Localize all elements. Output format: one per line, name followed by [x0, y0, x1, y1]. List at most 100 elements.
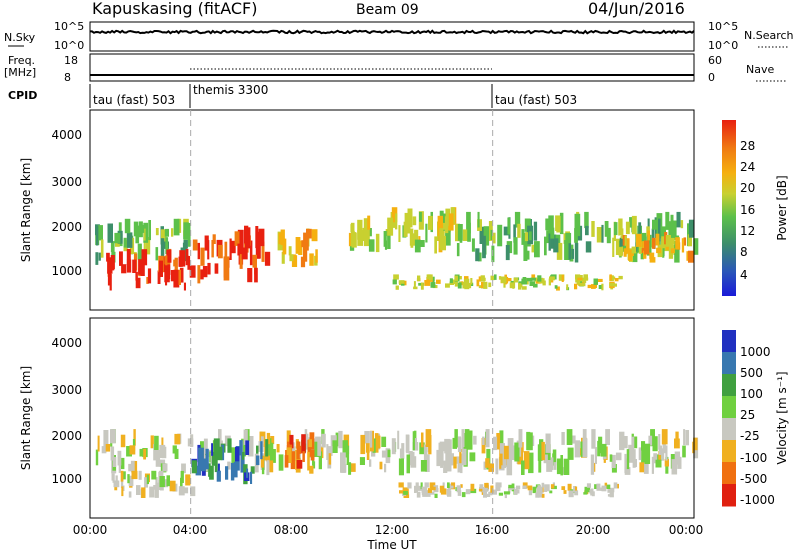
nave-tick-top-right: 60	[708, 54, 722, 67]
velocity-band-0-cell	[327, 446, 333, 456]
velocity-band-0-cell	[317, 441, 321, 456]
power-band-2-cell	[258, 228, 265, 247]
power-band-4-cell	[414, 229, 419, 246]
power-band-5-cell	[549, 276, 555, 281]
power-band-5-cell	[593, 278, 598, 285]
power-band-6-cell	[479, 226, 485, 244]
velocity-band-4-cell	[596, 483, 601, 491]
velocity-band-0-cell	[425, 454, 430, 472]
power-band-0-cell	[155, 247, 159, 261]
velocity-band-0-cell	[457, 462, 463, 473]
velocity-band-0-cell	[312, 456, 315, 466]
power-band-4-cell	[387, 217, 394, 236]
power-band-7-cell	[670, 237, 675, 245]
power-band-6-cell	[687, 234, 692, 247]
velocity-band-2-cell	[211, 443, 214, 456]
velocity-band-0-cell	[459, 449, 462, 464]
power-band-5-cell	[500, 276, 507, 284]
power-band-4-cell	[367, 215, 371, 230]
velocity-band-0-cell	[561, 432, 565, 445]
velocity-band-0-cell	[377, 435, 381, 449]
velocity-band-0-cell	[110, 429, 116, 444]
velocity-band-0-cell	[556, 458, 563, 475]
velocity-band-1-cell	[155, 477, 158, 487]
power-band-6-cell	[584, 211, 589, 229]
power-band-5-cell	[591, 284, 596, 289]
velocity-band-0-cell	[405, 434, 410, 453]
velocity-band-0-cell	[154, 435, 159, 450]
nave-label: Nave	[746, 63, 774, 76]
power-band-0-cell	[187, 223, 191, 240]
power-band-5-cell	[579, 278, 583, 286]
velocity-band-4-cell	[486, 482, 489, 489]
power-band-1-cell	[126, 248, 131, 265]
velocity-band-0-cell	[499, 430, 504, 449]
velocity-band-0-cell	[387, 449, 391, 458]
power-band-6-cell	[693, 238, 699, 255]
velocity-band-0-cell	[641, 441, 646, 451]
xtick-1600: 16:00	[475, 523, 510, 537]
velocity-band-0-cell	[134, 461, 138, 473]
power-band-5-cell	[426, 274, 431, 280]
power-band-0-cell	[155, 228, 159, 236]
power-band-4-cell	[395, 213, 398, 230]
velocity-band-0-cell	[408, 451, 413, 466]
velocity-band-0-cell	[406, 454, 410, 474]
power-band-2-cell	[192, 239, 198, 251]
power-band-6-cell	[564, 240, 570, 260]
velocity-band-4-cell	[549, 490, 553, 494]
power-band-3-cell	[278, 232, 281, 245]
power-band-5-cell	[436, 279, 441, 284]
velocity-band-0-cell	[506, 456, 513, 476]
power-band-3-cell	[303, 232, 309, 251]
velocity-band-1-cell	[129, 475, 133, 483]
power-band-3-cell	[291, 255, 298, 267]
power-band-6-cell	[545, 218, 549, 231]
velocity-band-4-cell	[589, 489, 592, 494]
power-band-6-cell	[619, 237, 624, 247]
velocity-band-1-cell	[122, 471, 126, 480]
power-band-0-cell	[164, 228, 169, 237]
velocity-band-0-cell	[538, 452, 542, 473]
power-band-5-cell	[449, 278, 453, 284]
power-band-5-cell	[432, 278, 435, 284]
velocity-band-4-cell	[607, 494, 612, 497]
power-band-6-cell	[596, 227, 603, 243]
velocity-band-0-cell	[118, 463, 121, 473]
velocity-band-4-cell	[456, 485, 461, 493]
velocity-band-0-cell	[132, 439, 136, 451]
power-band-5-cell	[522, 277, 527, 284]
velocity-band-0-cell	[590, 454, 595, 475]
power-band-4-cell	[439, 228, 444, 249]
power-band-6-cell	[660, 226, 666, 239]
power-band-0-cell	[141, 224, 145, 233]
velocity-band-0-cell	[412, 431, 415, 451]
velocity-band-2-cell	[198, 447, 204, 467]
power-band-2-cell	[255, 231, 261, 259]
velocity-band-4-cell	[490, 485, 494, 493]
power-band-5-cell	[481, 281, 485, 289]
power-band-6-cell	[668, 221, 674, 243]
nsky-tick-bottom-right: 10^0	[708, 39, 738, 52]
power-band-3-cell	[281, 251, 285, 264]
power-band-5-cell	[460, 281, 464, 286]
velocity-band-4-cell	[563, 490, 567, 494]
velocity-band-0-cell	[481, 438, 486, 454]
power-band-1-cell	[110, 255, 115, 270]
velocity-band-0-cell	[332, 440, 338, 453]
velocity-band-3-cell	[287, 441, 290, 453]
power-band-7-cell	[628, 249, 633, 261]
power-band-3-cell	[280, 229, 285, 246]
velocity-colorbar-swatch	[722, 396, 736, 419]
power-band-6-cell	[477, 252, 482, 262]
power-band-7-cell	[661, 236, 666, 249]
power-band-6-cell	[466, 211, 471, 234]
vel-cbar-100: 100	[740, 387, 763, 401]
velocity-band-3-cell	[301, 434, 306, 454]
velocity-band-0-cell	[611, 454, 616, 468]
velocity-band-3-cell	[286, 447, 292, 463]
power-band-1-cell	[147, 268, 152, 284]
power-band-6-cell	[492, 232, 496, 244]
power-band-6-cell	[585, 225, 589, 236]
vel-cbar-minus25: -25	[740, 429, 760, 443]
